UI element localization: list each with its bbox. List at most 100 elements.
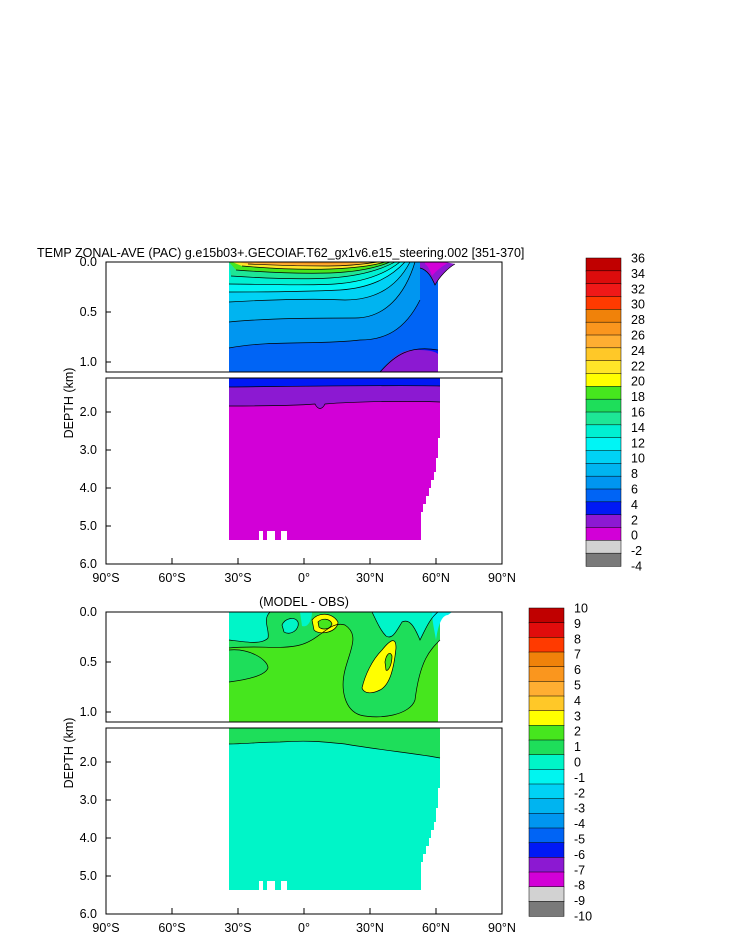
diff-colorbar-label: -6 — [574, 848, 585, 862]
diff-colorbar-swatch — [528, 637, 565, 653]
temp-colorbar-swatch — [585, 450, 622, 464]
diff-y-ticks: 0.0 0.5 1.0 2.0 3.0 4.0 5.0 6.0 — [80, 605, 97, 921]
diff-colorbar-swatch — [528, 666, 565, 682]
temp-x-tick: 90°N — [488, 571, 516, 585]
temp-x-tick: 30°N — [356, 571, 384, 585]
temp-colorbar-swatch — [585, 283, 622, 298]
temp-x-ticks: 90°S 60°S 30°S 0° 30°N 60°N 90°N — [92, 571, 516, 585]
diff-colorbar-label: -4 — [574, 817, 585, 831]
diff-x-ticks: 90°S 60°S 30°S 0° 30°N 60°N 90°N — [92, 921, 516, 935]
diff-colorbar-swatch — [528, 842, 565, 858]
diff-panel: (MODEL - OBS) — [62, 595, 592, 935]
temp-colorbar-label: -2 — [631, 544, 642, 558]
temp-x-tick: 60°S — [158, 571, 185, 585]
diff-colorbar-label: 10 — [574, 602, 588, 616]
diff-colorbar-swatch — [528, 681, 565, 697]
temp-y-tick: 3.0 — [80, 443, 97, 457]
temp-x-tick: 30°S — [224, 571, 251, 585]
temp-colorbar-swatch — [585, 424, 622, 439]
diff-colorbar-label: 7 — [574, 648, 581, 662]
diff-x-tick: 30°S — [224, 921, 251, 935]
temp-colorbar-swatch — [585, 411, 622, 426]
diff-colorbar-label: -5 — [574, 833, 585, 847]
temp-y-tick: 1.0 — [80, 355, 97, 369]
temp-x-tick: 0° — [298, 571, 310, 585]
diff-x-tick: 30°N — [356, 921, 384, 935]
diff-colorbar-swatch — [528, 813, 565, 829]
temp-colorbar-swatch — [585, 398, 622, 413]
temp-y-tick: 0.0 — [80, 255, 97, 269]
temp-colorbar-swatch — [585, 540, 622, 554]
diff-colorbar-label: 8 — [574, 632, 581, 646]
temp-colorbar-swatch — [585, 296, 622, 310]
temp-colorbar-label: 6 — [631, 483, 638, 497]
temp-upper-field — [228, 261, 456, 373]
temp-panel: TEMP ZONAL-AVE (PAC) g.e15b03+.GECOIAF.T… — [37, 246, 645, 585]
diff-colorbar-label: -2 — [574, 786, 585, 800]
diff-y-tick: 2.0 — [80, 755, 97, 769]
diff-y-tick: 0.5 — [80, 655, 97, 669]
temp-colorbar-swatch — [585, 488, 622, 503]
diff-colorbar-label: -1 — [574, 771, 585, 785]
diff-colorbar-swatch — [528, 710, 565, 726]
diff-colorbar-label: -10 — [574, 910, 592, 924]
temp-y-tick: 2.0 — [80, 405, 97, 419]
temp-colorbar-swatch — [585, 475, 622, 490]
temp-colorbar-label: 10 — [631, 452, 645, 466]
temp-colorbar-swatch — [585, 437, 622, 452]
diff-colorbar-swatch — [528, 901, 565, 917]
diff-colorbar-label: -8 — [574, 879, 585, 893]
diff-colorbar-swatch — [528, 739, 565, 756]
temp-colorbar-label: 14 — [631, 421, 645, 435]
temp-colorbar-swatch — [585, 360, 622, 375]
diff-colorbar-label: 5 — [574, 679, 581, 693]
diff-lower-field — [228, 728, 441, 890]
temp-colorbar-swatch — [585, 347, 622, 362]
diff-colorbar-swatch — [528, 622, 565, 638]
diff-colorbar-label: 0 — [574, 756, 581, 770]
diff-colorbar-swatch — [528, 651, 565, 668]
diff-y-tick: 3.0 — [80, 793, 97, 807]
temp-colorbar-label: -4 — [631, 560, 642, 574]
temp-colorbar-swatch — [585, 334, 622, 349]
temp-colorbar-label: 22 — [631, 359, 645, 373]
diff-colorbar-label: 4 — [574, 694, 581, 708]
temp-colorbar-swatch — [585, 552, 622, 567]
diff-colorbar-swatch — [528, 827, 565, 844]
diff-y-tick: 4.0 — [80, 831, 97, 845]
temp-colorbar-swatch — [585, 514, 622, 529]
temp-y-tick: 0.5 — [80, 305, 97, 319]
diff-colorbar-swatch — [528, 769, 565, 785]
temp-colorbar-swatch — [585, 309, 622, 323]
temp-colorbar-label: 4 — [631, 498, 638, 512]
temp-colorbar-swatch — [585, 373, 622, 387]
temp-colorbar-label: 8 — [631, 467, 638, 481]
diff-colorbar-label: -9 — [574, 894, 585, 908]
temp-colorbar-swatch — [585, 527, 622, 541]
temp-y-tick: 6.0 — [80, 557, 97, 571]
diff-colorbar-swatch — [528, 754, 565, 770]
diff-colorbar-swatch — [528, 871, 565, 888]
diff-upper-frame — [105, 611, 503, 723]
temp-y-ticks: 0.0 0.5 1.0 2.0 3.0 4.0 5.0 6.0 — [80, 255, 97, 571]
diff-colorbar-swatch — [528, 798, 565, 814]
diff-colorbar-label: 9 — [574, 617, 581, 631]
diff-colorbar-label: -3 — [574, 802, 585, 816]
temp-colorbar-label: 0 — [631, 529, 638, 543]
temp-colorbar-swatch — [585, 463, 622, 477]
temp-y-tick: 5.0 — [80, 519, 97, 533]
diff-colorbar-label: 6 — [574, 663, 581, 677]
diff-colorbar-label: 1 — [574, 740, 581, 754]
temp-colorbar-label: 12 — [631, 436, 645, 450]
diff-colorbar-label: -7 — [574, 863, 585, 877]
temp-colorbar-swatch — [585, 270, 622, 285]
diff-upper-field — [228, 611, 452, 722]
temp-colorbar-label: 28 — [631, 313, 645, 327]
temp-colorbar-swatch — [585, 257, 622, 272]
temp-x-tick: 90°S — [92, 571, 119, 585]
temp-ylabel: DEPTH (km) — [62, 368, 76, 439]
diff-y-tick: 0.0 — [80, 605, 97, 619]
